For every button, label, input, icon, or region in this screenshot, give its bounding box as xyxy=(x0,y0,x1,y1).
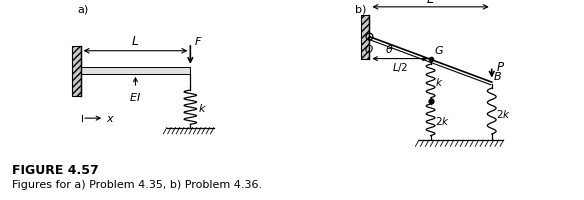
Text: $F$: $F$ xyxy=(194,35,203,47)
Text: $k$: $k$ xyxy=(198,102,207,114)
Text: $O$: $O$ xyxy=(364,43,374,55)
Text: $G$: $G$ xyxy=(434,44,444,56)
Text: $k$: $k$ xyxy=(435,76,444,87)
Text: $\theta$: $\theta$ xyxy=(385,42,394,54)
Text: Figures for a) Problem 4.35, b) Problem 4.36.: Figures for a) Problem 4.35, b) Problem … xyxy=(12,179,262,189)
Text: b): b) xyxy=(355,5,367,15)
Bar xyxy=(81,67,190,74)
Text: a): a) xyxy=(78,5,89,15)
Bar xyxy=(72,47,81,97)
Text: $P$: $P$ xyxy=(496,61,505,74)
Bar xyxy=(361,16,370,59)
Text: $x$: $x$ xyxy=(106,114,114,124)
Text: FIGURE 4.57: FIGURE 4.57 xyxy=(12,163,99,176)
Text: $L/2$: $L/2$ xyxy=(392,61,408,74)
Text: $L$: $L$ xyxy=(426,0,434,6)
Text: $L$: $L$ xyxy=(131,35,140,48)
Text: $2k$: $2k$ xyxy=(496,108,512,120)
Text: $EI$: $EI$ xyxy=(130,90,141,102)
Text: $B$: $B$ xyxy=(493,69,502,81)
Text: $2k$: $2k$ xyxy=(435,114,450,126)
